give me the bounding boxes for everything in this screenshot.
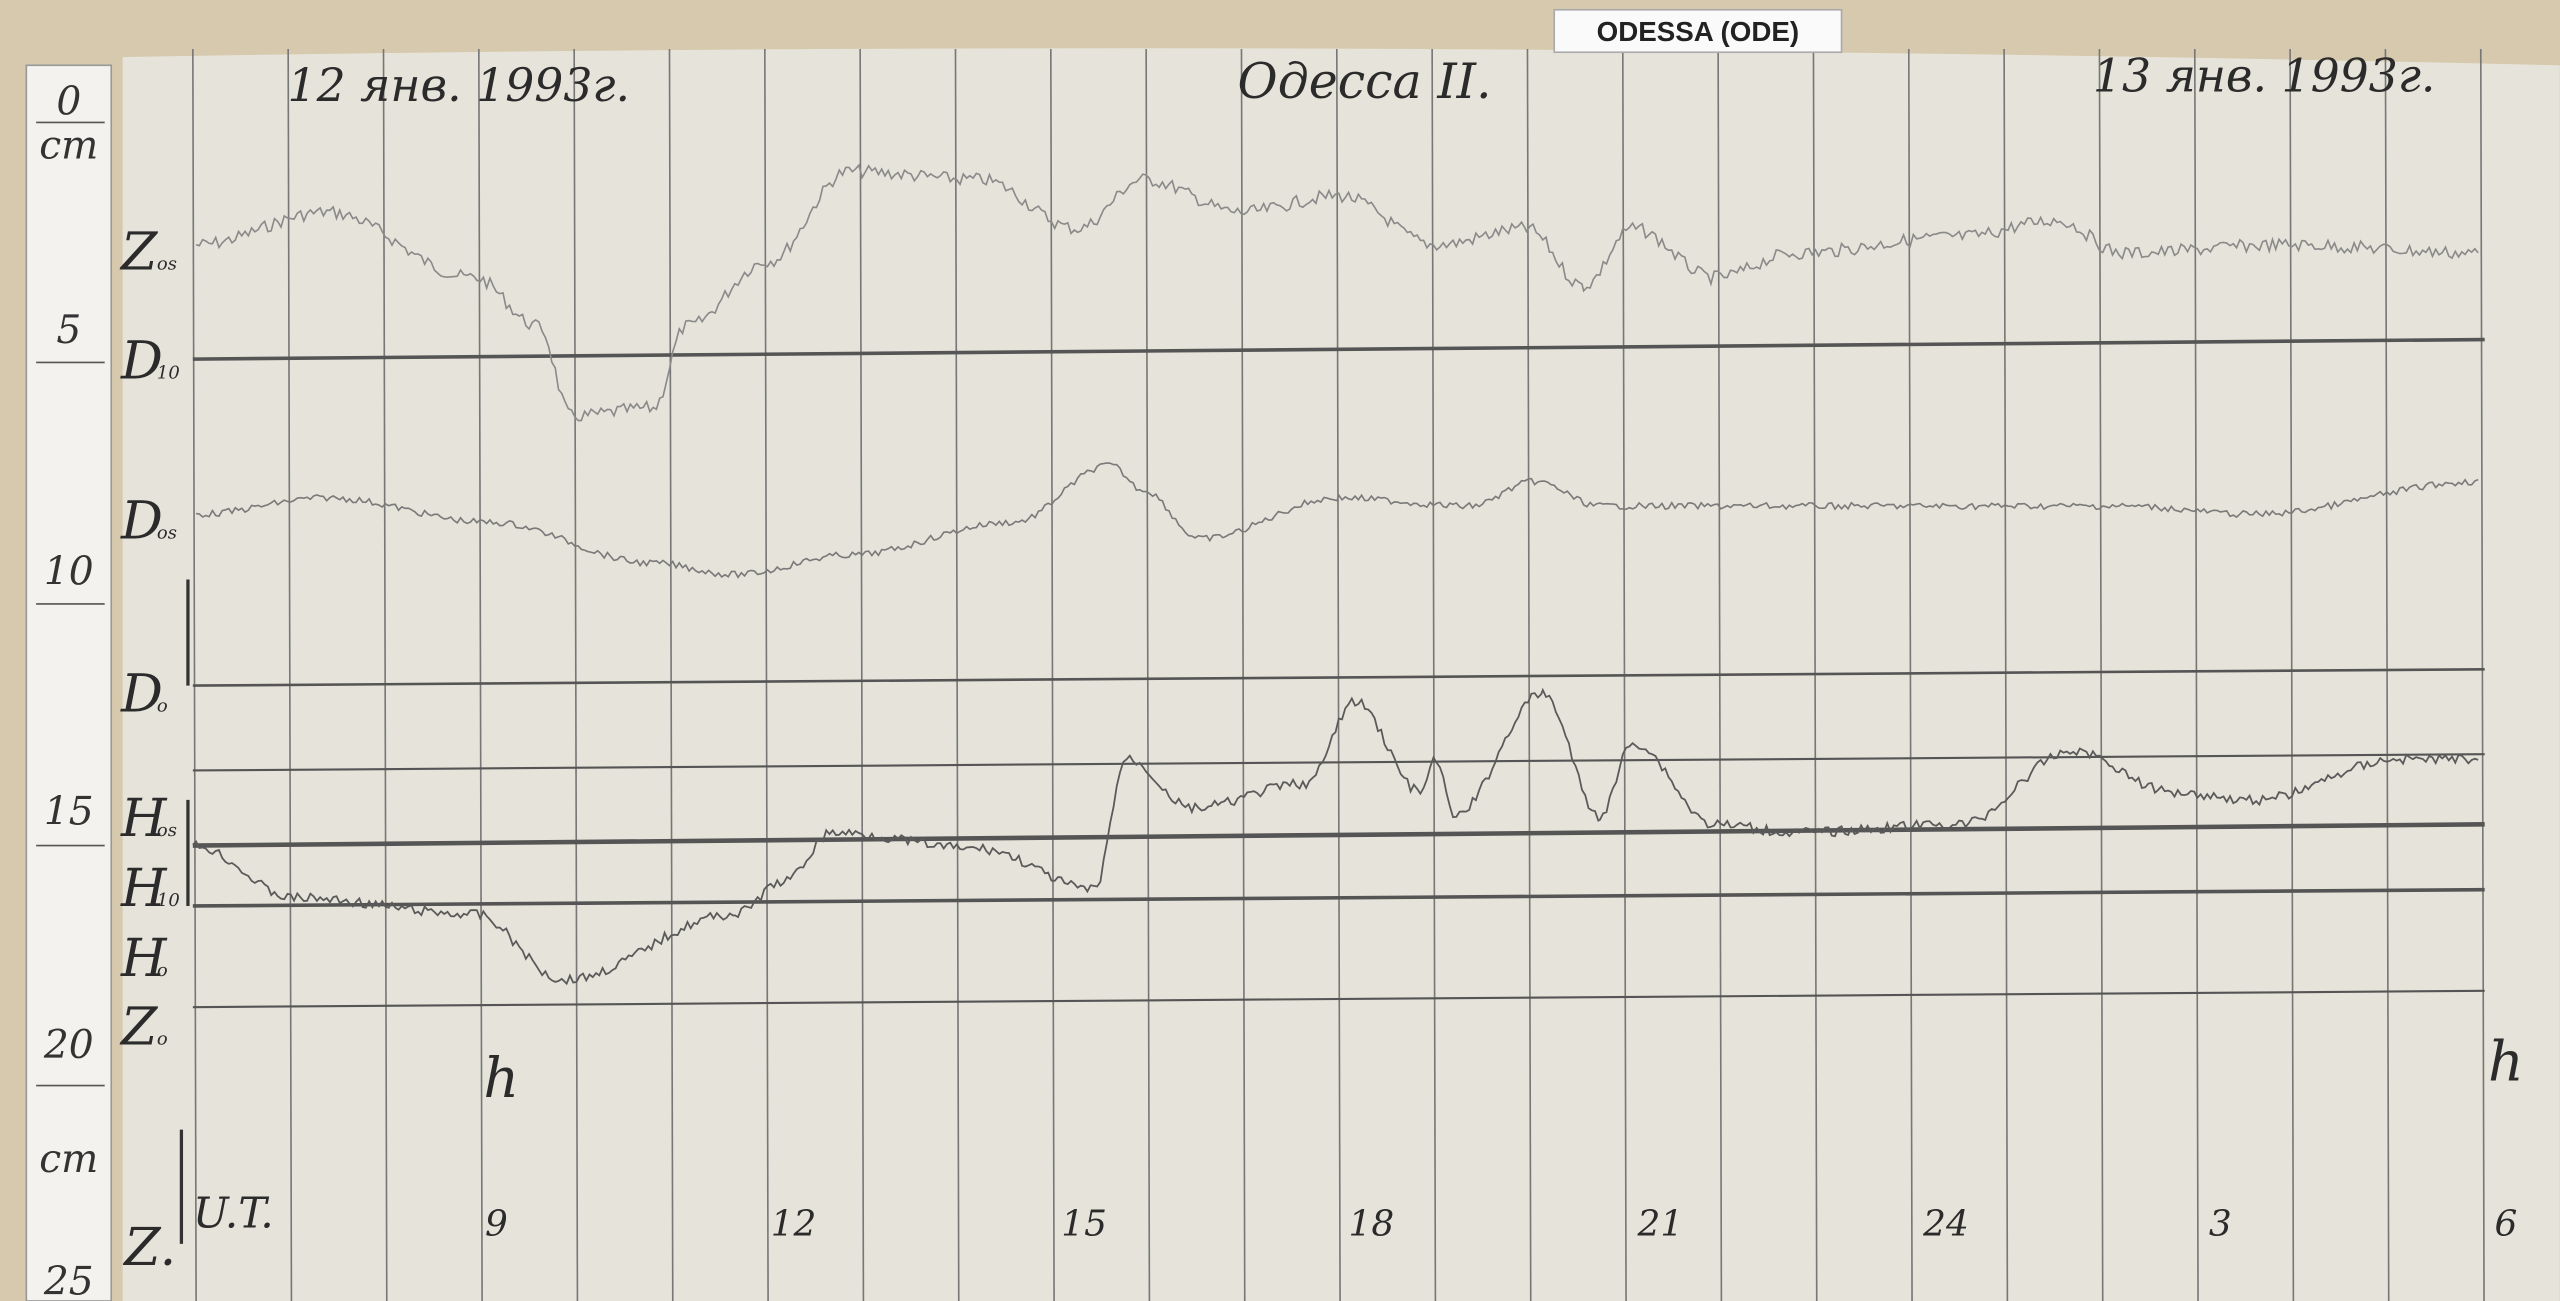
trace-subscript: 10 — [157, 890, 180, 911]
hour-mark: h — [483, 1046, 519, 1111]
grid-line — [668, 48, 674, 1301]
trace-letter: H — [120, 859, 168, 919]
grid-line — [192, 48, 197, 1301]
date-right: 13 янв. 1993г. — [2093, 49, 2436, 102]
ruler-label: 15 — [44, 789, 94, 834]
ruler-label: cm — [39, 123, 98, 168]
trace — [195, 163, 2479, 422]
station-tag: ODESSA (ODE) — [1597, 16, 1800, 47]
trace-letter: D — [120, 665, 163, 725]
grid-line — [954, 48, 960, 1301]
grid-line — [1907, 48, 1913, 1301]
trace-letter: Z — [119, 222, 159, 282]
hour-label: 21 — [1636, 1204, 1683, 1245]
hour-label: 9 — [485, 1204, 508, 1245]
trace-letter: D — [120, 492, 163, 552]
trace — [192, 687, 2479, 986]
tag-box — [1553, 8, 1843, 54]
grid-line — [1049, 48, 1055, 1301]
baseline — [192, 753, 2485, 772]
trace-subscript: 10 — [157, 363, 180, 384]
paper — [122, 48, 2560, 1301]
hour-mark: h — [2488, 1030, 2524, 1095]
grid-line — [764, 48, 769, 1301]
trace-letter: H — [120, 929, 168, 989]
baseline — [192, 822, 2485, 848]
trace-subscript: os — [157, 523, 177, 544]
grid-line — [2098, 48, 2104, 1301]
grid-line — [1145, 48, 1151, 1301]
grid-line — [1335, 48, 1341, 1301]
traces — [192, 163, 2479, 986]
hour-label: 12 — [771, 1204, 817, 1245]
baseline — [192, 887, 2485, 908]
grid-line — [1431, 48, 1437, 1301]
hour-label: 3 — [2209, 1204, 2232, 1245]
hour-label: 15 — [1061, 1204, 1107, 1245]
time-axis-label: U.T. — [193, 1190, 274, 1239]
baseline — [192, 667, 2485, 687]
baseline — [192, 337, 2485, 361]
grid-line — [573, 48, 579, 1301]
date-left: 12 янв. 1993г. — [288, 59, 631, 112]
grid-line — [2193, 48, 2199, 1301]
hour-label: 18 — [1349, 1204, 1395, 1245]
baseline — [192, 989, 2485, 1009]
trace-letter: H — [120, 789, 168, 849]
grid-line — [2003, 48, 2009, 1301]
trace-letter: D — [120, 332, 163, 392]
hour-label: 24 — [1922, 1204, 1969, 1245]
ruler-label: 20 — [43, 1023, 94, 1068]
grid-line — [2479, 48, 2485, 1301]
ruler-label: cm — [39, 1137, 98, 1182]
trace — [195, 462, 2479, 579]
trace-letter: Z — [119, 998, 159, 1058]
grid-line — [382, 48, 388, 1301]
grid — [186, 48, 2485, 1301]
ruler-label: 10 — [44, 549, 94, 594]
trace-subscript: o — [157, 1029, 168, 1050]
grid-line — [287, 48, 293, 1301]
ruler-label: 5 — [56, 308, 81, 353]
ruler-label: 0 — [56, 79, 81, 124]
grid-line — [859, 48, 865, 1301]
grid-line — [1240, 48, 1246, 1301]
trace-subscript: os — [157, 253, 177, 274]
grid-line — [2289, 48, 2295, 1301]
trace-subscript: o — [157, 696, 168, 717]
ruler-label: 25 — [43, 1259, 94, 1301]
grid-line — [478, 48, 483, 1301]
hour-label: 6 — [2494, 1204, 2517, 1245]
time-axis-component: Z. — [122, 1218, 176, 1278]
trace-subscript: o — [157, 960, 168, 981]
station-name: Одесса II. — [1238, 53, 1492, 110]
ruler — [25, 64, 113, 1301]
trace-subscript: os — [157, 820, 177, 841]
grid-line — [2384, 48, 2390, 1301]
